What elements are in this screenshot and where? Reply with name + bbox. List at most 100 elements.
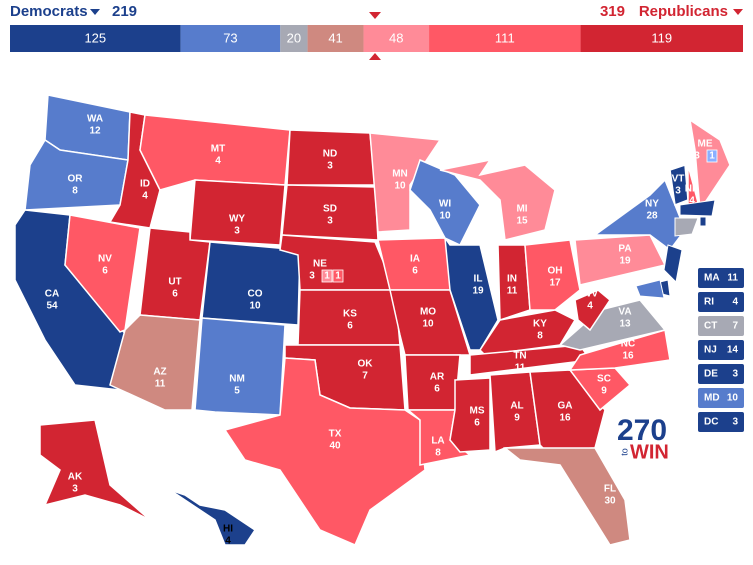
small-state-box[interactable] (698, 340, 744, 360)
small-state-abbr: RI (704, 297, 714, 308)
state[interactable] (574, 289, 611, 332)
state-abbr: CA (45, 289, 59, 300)
state[interactable] (502, 447, 631, 546)
small-state-box[interactable] (698, 364, 744, 384)
state[interactable] (489, 371, 541, 454)
state[interactable] (635, 279, 665, 299)
logo-to: to (619, 448, 629, 456)
state-votes: 3 (675, 186, 681, 197)
state-abbr: SC (597, 374, 611, 385)
state[interactable] (64, 214, 141, 333)
bar-segment (580, 25, 743, 52)
state-abbr: MS (470, 406, 485, 417)
state-votes: 15 (516, 216, 528, 227)
state-abbr: WY (229, 214, 245, 225)
state-abbr: MO (420, 307, 436, 318)
bar-label: 119 (651, 30, 672, 45)
state[interactable] (443, 235, 499, 351)
state-votes: 13 (619, 319, 631, 330)
dropdown-arrow[interactable] (90, 9, 100, 15)
bar-label: 73 (223, 30, 237, 45)
state-votes: 9 (601, 386, 607, 397)
state-abbr: CO (248, 289, 263, 300)
state-votes: 19 (619, 256, 631, 267)
state-votes: 6 (347, 321, 353, 332)
state-abbr: UT (168, 277, 181, 288)
state-votes: 6 (474, 418, 480, 429)
small-state-abbr: MA (704, 273, 720, 284)
state-abbr: AL (510, 401, 523, 412)
state[interactable] (568, 329, 671, 371)
small-state-votes: 3 (732, 417, 738, 428)
state-votes: 11 (155, 379, 166, 390)
district-box[interactable] (332, 269, 344, 283)
small-state-box[interactable] (698, 412, 744, 432)
state-abbr: NV (98, 254, 112, 265)
state-abbr: AZ (153, 367, 166, 378)
midpoint-marker (369, 53, 381, 60)
small-state-abbr: NJ (704, 345, 717, 356)
state-abbr: HI (223, 524, 233, 535)
state-abbr: WA (87, 114, 103, 125)
dropdown-arrow[interactable] (733, 9, 743, 15)
small-state-votes: 3 (732, 369, 738, 380)
state[interactable] (169, 489, 257, 546)
state[interactable] (524, 239, 581, 311)
state-votes: 6 (434, 384, 440, 395)
rep-total: 319 (600, 3, 625, 20)
state[interactable] (409, 158, 481, 246)
district-votes: 1 (324, 271, 330, 282)
state[interactable] (39, 419, 151, 521)
state-votes: 40 (329, 441, 341, 452)
state[interactable] (109, 314, 201, 411)
state-abbr: ID (140, 179, 150, 190)
state[interactable] (663, 244, 683, 284)
state[interactable] (223, 357, 426, 546)
state[interactable] (679, 199, 716, 217)
state-abbr: ND (323, 149, 337, 160)
state-votes: 11 (507, 286, 518, 297)
state-abbr: MN (392, 169, 408, 180)
state-votes: 11 (515, 363, 526, 374)
state[interactable] (674, 217, 699, 237)
state-abbr: NM (229, 374, 245, 385)
small-state-box[interactable] (698, 292, 744, 312)
state[interactable] (688, 118, 731, 213)
district-box[interactable] (706, 149, 718, 163)
small-state-box[interactable] (698, 268, 744, 288)
small-state-abbr: CT (704, 321, 717, 332)
state-votes: 28 (646, 211, 658, 222)
small-state-votes: 7 (732, 321, 738, 332)
district-box[interactable] (321, 269, 333, 283)
rep-label[interactable]: Republicans (639, 3, 728, 20)
state-votes: 4 (689, 196, 695, 207)
district-votes: 1 (709, 151, 715, 162)
small-state-box[interactable] (698, 316, 744, 336)
dem-label[interactable]: Democrats (10, 3, 88, 20)
state-votes: 6 (102, 266, 108, 277)
state-abbr: IN (507, 274, 517, 285)
state-votes: 16 (559, 413, 571, 424)
state[interactable] (439, 158, 556, 241)
state[interactable] (369, 132, 442, 233)
bar-label: 41 (328, 30, 342, 45)
state-abbr: VA (618, 307, 631, 318)
bar-segment (429, 25, 581, 52)
state-abbr: MI (516, 204, 527, 215)
state-abbr: OK (358, 359, 374, 370)
state[interactable] (194, 317, 286, 416)
state-votes: 8 (435, 448, 441, 459)
state-abbr: AR (430, 372, 445, 383)
state[interactable] (699, 216, 707, 227)
state-votes: 3 (72, 484, 78, 495)
state-votes: 6 (412, 266, 418, 277)
small-state-box[interactable] (698, 388, 744, 408)
state-abbr: NY (645, 199, 659, 210)
state-votes: 3 (327, 216, 333, 227)
state-votes: 12 (89, 126, 101, 137)
state-votes: 8 (537, 331, 543, 342)
state[interactable] (139, 227, 211, 321)
state-abbr: AK (68, 472, 83, 483)
state-votes: 16 (622, 351, 634, 362)
state[interactable] (201, 241, 301, 326)
